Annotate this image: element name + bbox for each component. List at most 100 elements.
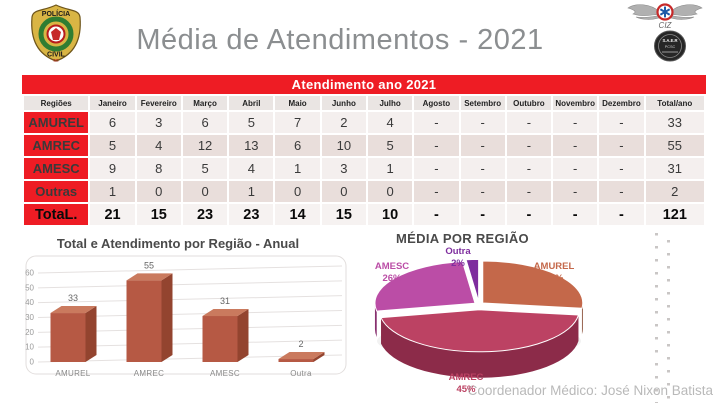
cell-value: 1 (275, 158, 320, 179)
cell-value: - (599, 204, 644, 225)
policia-civil-badge-logo: POLÍCIA CIVIL SC (31, 4, 81, 63)
pie-slice-outra (465, 258, 480, 302)
cell-value: - (460, 181, 505, 202)
cell-value: - (553, 204, 598, 225)
svg-text:40: 40 (25, 298, 34, 307)
cell-value: - (506, 181, 552, 202)
bar-amurel (50, 306, 97, 362)
coordinator-credit: Coordenador Médico: José Nixon Batista (467, 383, 713, 398)
cell-value: - (414, 181, 459, 202)
badge-top-text: POLÍCIA (42, 9, 70, 18)
attendance-table-body: AMUREL 6 3 6 5 7 2 4- - - - -33 AMREC 5 4 12 13 6 10 5- - - - -… (24, 112, 704, 225)
pie-slice-amurel (482, 260, 584, 309)
bar-amesc (202, 309, 249, 362)
cell-value: 7 (275, 112, 320, 133)
bar-value-label: 55 (144, 260, 154, 270)
cell-value: 2 (645, 181, 704, 202)
cell-value: 10 (321, 135, 366, 156)
cell-value: - (506, 135, 552, 156)
table-banner: Atendimento ano 2021 (22, 75, 706, 94)
page-title: Média de Atendimentos - 2021 (136, 24, 544, 56)
row-label: AMUREL (24, 112, 89, 133)
medical-wings-logo: CIZ (627, 3, 703, 30)
cell-value: 4 (229, 158, 274, 179)
bar-chart-title: Total e Atendimento por Região - Anual (56, 236, 300, 251)
cell-value: 2 (321, 112, 366, 133)
pie-chart-title: MÉDIA POR REGIÃO (396, 231, 529, 246)
table-header-row: Regiões Janeiro Fevereiro Março Abril Maio Jun… (24, 96, 704, 110)
bar-category-label: AMESC (210, 369, 240, 378)
cell-value: - (599, 135, 644, 156)
month-column-header: Julho (367, 96, 413, 110)
month-column-header: Agosto (414, 96, 459, 110)
cell-value: - (599, 158, 644, 179)
table-row: TotaL. 21 15 23 23 14 15 10- - - - -121 (24, 204, 704, 225)
cell-value: - (553, 181, 598, 202)
cell-value: - (414, 204, 459, 225)
cell-value: 6 (90, 112, 135, 133)
pie-chart-canvas (374, 258, 584, 378)
pie-slice-side-amrec (381, 315, 579, 378)
month-column-header: Dezembro (599, 96, 644, 110)
cell-value: - (553, 158, 598, 179)
cell-value: 9 (90, 158, 135, 179)
bar-amrec (126, 273, 173, 362)
bar-value-label: 33 (68, 293, 78, 303)
cell-value: 23 (229, 204, 274, 225)
table-row: AMESC 9 8 5 4 1 3 1- - - - -31 (24, 158, 704, 179)
table-row: Outras 1 0 0 1 0 0 0- - - - -2 (24, 181, 704, 202)
cell-value: 5 (367, 135, 413, 156)
row-label: AMESC (24, 158, 89, 179)
cell-value: - (460, 135, 505, 156)
attendance-table: Atendimento ano 2021 Regiões Janeiro Fever… (22, 75, 706, 227)
cell-value: - (506, 112, 552, 133)
cell-value: 15 (321, 204, 366, 225)
dotted-divider (655, 233, 658, 403)
pie-label-amrec: AMREC 45% (448, 372, 484, 395)
cell-value: 31 (645, 158, 704, 179)
bar-outra (278, 352, 325, 362)
cell-value: 0 (182, 181, 228, 202)
svg-text:30: 30 (25, 313, 34, 322)
cell-value: 5 (90, 135, 135, 156)
month-column-header: Novembro (553, 96, 598, 110)
month-column-header: Abril (229, 96, 274, 110)
cell-value: - (414, 112, 459, 133)
cell-value: - (506, 158, 552, 179)
pie-slice-side-amurel (581, 303, 583, 335)
month-column-header: Outubro (506, 96, 552, 110)
cell-value: - (599, 181, 644, 202)
svg-text:20: 20 (25, 328, 34, 337)
cell-value: 5 (182, 158, 228, 179)
bar-category-label: AMUREL (55, 369, 90, 378)
cell-value: 121 (645, 204, 704, 225)
row-label: Outras (24, 181, 89, 202)
cell-value: - (506, 204, 552, 225)
cell-value: 5 (229, 112, 274, 133)
cell-value: 10 (367, 204, 413, 225)
star-of-life-icon (659, 6, 671, 18)
wings-logo-label: CIZ (659, 21, 673, 30)
pie-label-amurel: AMUREL 27% (533, 261, 575, 284)
svg-text:50: 50 (25, 283, 34, 292)
cell-value: 13 (229, 135, 274, 156)
month-column-header: Janeiro (90, 96, 135, 110)
month-column-header: Maio (275, 96, 320, 110)
cell-value: 4 (367, 112, 413, 133)
month-column-header: Setembro (460, 96, 505, 110)
cell-value: 6 (275, 135, 320, 156)
cell-value: 1 (90, 181, 135, 202)
row-label: TotaL. (24, 204, 89, 225)
cell-value: - (460, 112, 505, 133)
badge-state-text: SC (53, 58, 59, 63)
cell-value: 3 (321, 158, 366, 179)
bar-value-label: 2 (298, 339, 303, 349)
cell-value: 6 (182, 112, 228, 133)
cell-value: - (414, 135, 459, 156)
month-column-header: Junho (321, 96, 366, 110)
round-badge-line1: S.A.E.R (662, 38, 677, 43)
cell-value: - (460, 204, 505, 225)
cell-value: 4 (136, 135, 181, 156)
cell-value: 3 (136, 112, 181, 133)
table-row: AMREC 5 4 12 13 6 10 5- - - - -55 (24, 135, 704, 156)
